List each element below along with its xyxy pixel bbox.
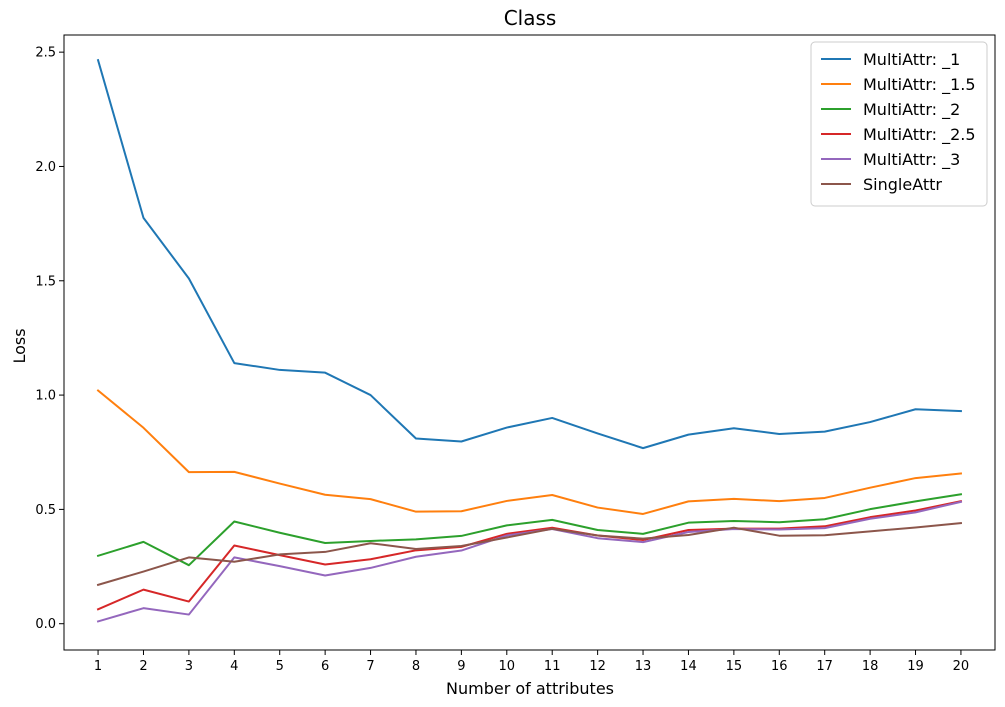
x-tick-label: 7 xyxy=(366,659,374,674)
y-tick-label: 1.0 xyxy=(35,389,56,404)
legend-label: MultiAttr: _3 xyxy=(863,150,960,170)
x-axis: 1 2 3 4 5 6 7 8 9 10 11 12 13 14 15 16 17 18 19 20 xyxy=(94,650,969,674)
x-tick-label: 12 xyxy=(589,659,606,674)
x-tick-label: 18 xyxy=(862,659,879,674)
x-axis-title: Number of attributes xyxy=(446,679,614,698)
legend-box xyxy=(810,41,988,207)
series-line-3 xyxy=(96,493,963,567)
x-tick-label: 1 xyxy=(94,659,102,674)
x-tick-label: 2 xyxy=(139,659,147,674)
x-tick-label: 3 xyxy=(185,659,193,674)
legend: MultiAttr: _1 MultiAttr: _1.5 MultiAttr: _… xyxy=(810,41,988,207)
x-tick-label: 14 xyxy=(680,659,697,674)
x-tick-label: 19 xyxy=(907,659,924,674)
x-tick-label: 6 xyxy=(321,659,329,674)
series-line-2 xyxy=(96,389,963,515)
y-tick-label: 1.5 xyxy=(35,274,56,289)
x-tick-label: 4 xyxy=(230,659,238,674)
plot-area xyxy=(63,34,996,651)
x-tick-label: 17 xyxy=(816,659,833,674)
y-axis: 0.0 0.5 1.0 1.5 2.0 2.5 xyxy=(35,46,64,632)
plot-frame xyxy=(63,34,996,651)
x-tick-label: 11 xyxy=(544,659,561,674)
x-tick-label: 13 xyxy=(635,659,652,674)
x-tick-label: 10 xyxy=(499,659,516,674)
series-line-4 xyxy=(96,499,963,611)
legend-label: MultiAttr: _2.5 xyxy=(863,125,976,145)
x-tick-label: 16 xyxy=(771,659,788,674)
y-tick-label: 0.5 xyxy=(35,503,56,518)
y-tick-label: 2.0 xyxy=(35,160,56,175)
chart-title: Class xyxy=(504,6,557,30)
legend-label: MultiAttr: _1.5 xyxy=(863,75,976,95)
series-line-6 xyxy=(96,522,963,587)
y-tick-label: 2.5 xyxy=(35,46,56,61)
x-tick-label: 5 xyxy=(276,659,284,674)
x-tick-label: 9 xyxy=(457,659,465,674)
legend-label: MultiAttr: _1 xyxy=(863,50,960,70)
x-tick-label: 15 xyxy=(726,659,743,674)
series-line-1 xyxy=(96,58,962,450)
y-tick-label: 0.0 xyxy=(35,617,56,632)
x-tick-label: 20 xyxy=(953,659,970,674)
y-axis-title: Loss xyxy=(10,328,29,363)
x-tick-label: 8 xyxy=(412,659,420,674)
legend-label: MultiAttr: _2 xyxy=(863,100,960,120)
series-lines xyxy=(96,58,963,623)
legend-label: SingleAttr xyxy=(863,175,942,194)
